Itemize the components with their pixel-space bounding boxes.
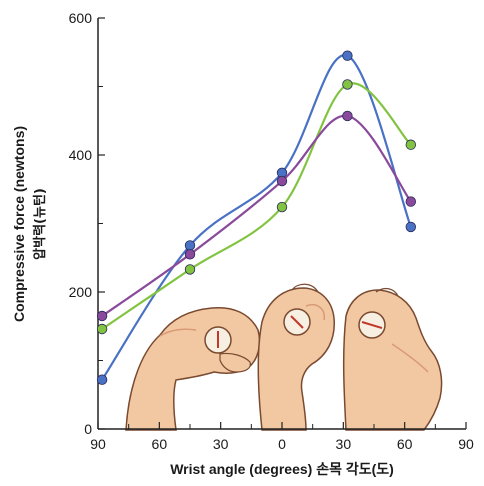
x-tick-label: 90 — [458, 436, 474, 452]
x-tick-label: 60 — [152, 436, 168, 452]
y-tick-label: 600 — [69, 10, 93, 26]
data-point — [96, 374, 108, 385]
y-axis-subtitle: 압박력(뉴턴) — [32, 188, 48, 260]
data-point — [276, 175, 288, 187]
data-point — [276, 201, 288, 213]
x-tick-label: 30 — [336, 436, 352, 452]
x-tick-label: 60 — [397, 436, 413, 452]
y-tick-label: 400 — [69, 147, 93, 163]
data-point — [184, 264, 196, 275]
data-point — [342, 110, 353, 122]
series-layer — [96, 50, 417, 385]
x-tick-label: 0 — [278, 436, 286, 452]
x-tick-label: 30 — [213, 436, 229, 452]
series-line-2 — [101, 114, 412, 317]
data-point — [96, 323, 108, 335]
data-point — [405, 221, 417, 233]
y-tick-label: 0 — [84, 421, 92, 437]
data-point — [184, 240, 196, 251]
y-tick-label: 200 — [69, 284, 93, 300]
data-point — [342, 79, 353, 90]
y-axis-title: Compressive force (newtons) — [11, 126, 27, 322]
hand-flexed-icon — [125, 306, 261, 431]
data-point — [184, 249, 196, 260]
data-point — [96, 310, 108, 322]
data-point — [405, 196, 417, 207]
axes: 0 200 400 600 90 60 30 0 30 60 90 — [69, 10, 474, 452]
data-point — [342, 50, 353, 61]
x-axis-title: Wrist angle (degrees) 손목 각도(도) — [170, 461, 394, 477]
hand-illustrations — [125, 283, 443, 431]
hand-extended-icon — [342, 287, 443, 431]
hand-neutral-icon — [257, 283, 335, 431]
data-point — [405, 139, 417, 150]
x-tick-label: 90 — [90, 436, 106, 452]
